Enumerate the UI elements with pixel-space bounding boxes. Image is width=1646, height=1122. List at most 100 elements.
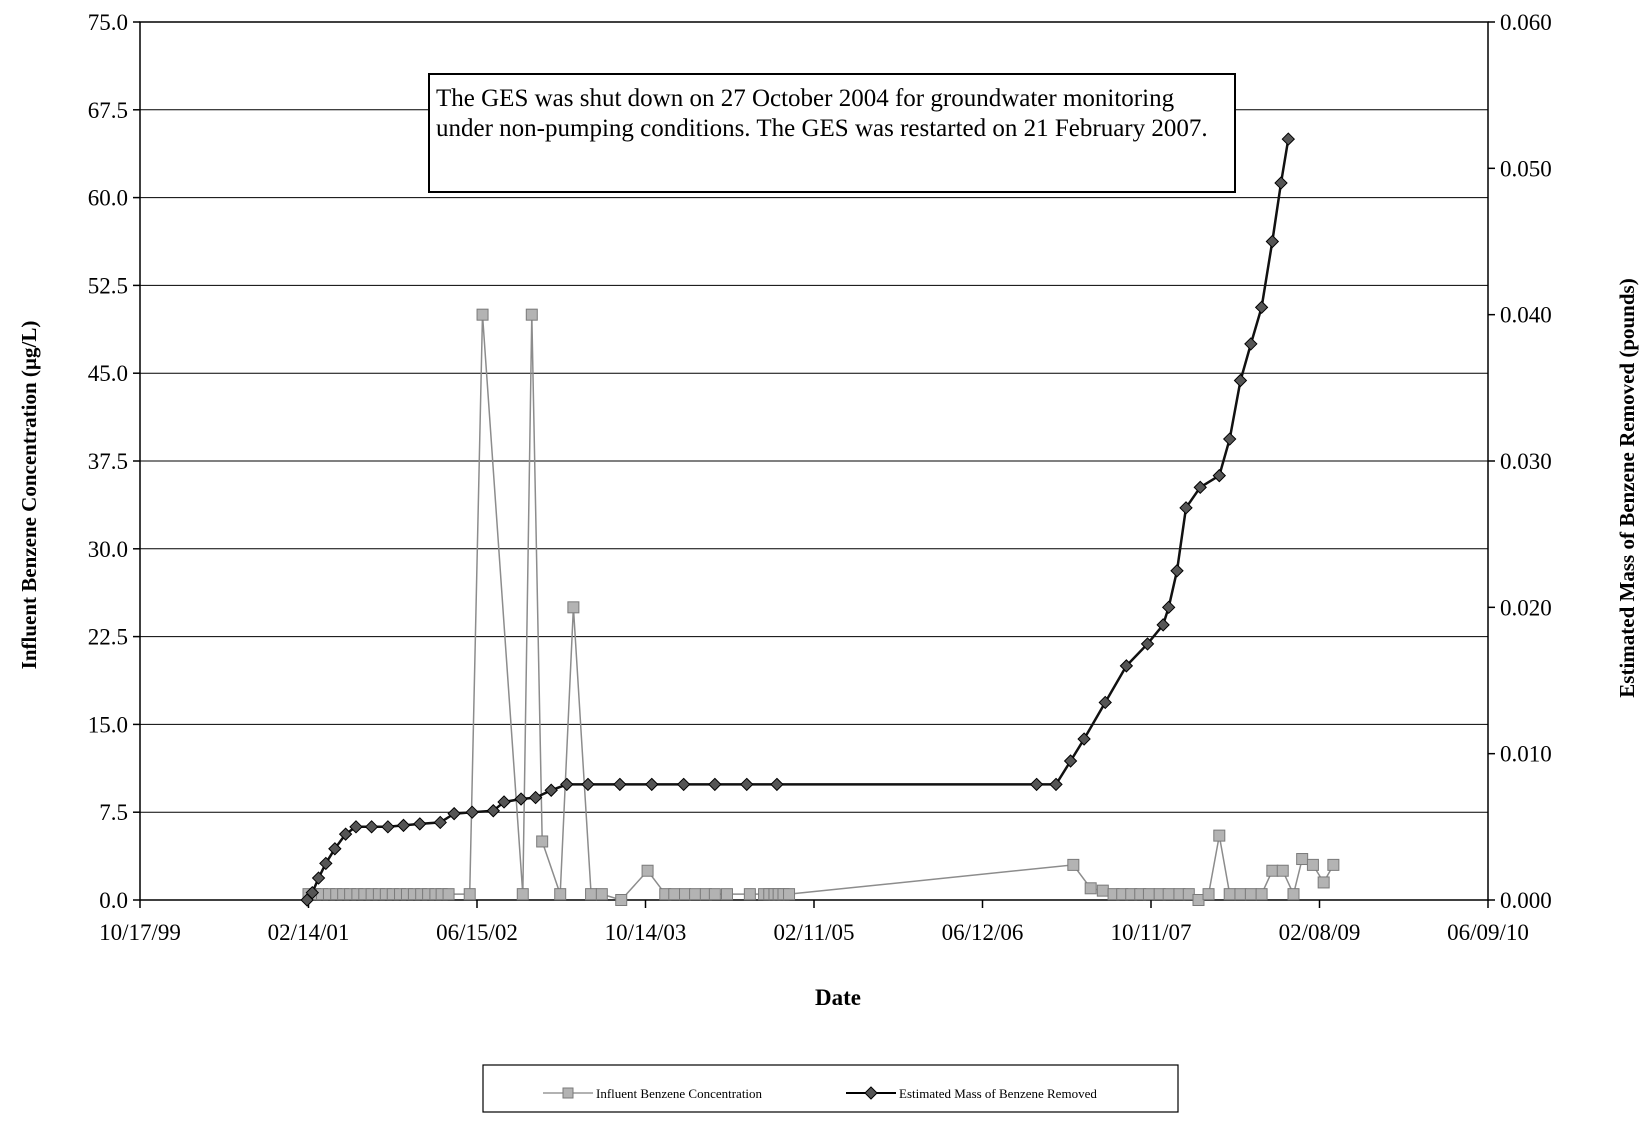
data-point-diamond	[1212, 468, 1227, 483]
axes: 0.0 7.5 15.0 22.5 30.0 37.5 45.0 52.5 60.0 67.5 75…	[88, 10, 1552, 945]
data-point-square	[1142, 888, 1155, 901]
data-point-diamond	[447, 806, 461, 821]
data-point-diamond	[581, 777, 595, 792]
data-point-square	[1317, 876, 1330, 889]
data-point-diamond	[319, 856, 333, 871]
legend-label-mass: Estimated Mass of Benzene Removed	[899, 1086, 1097, 1101]
data-point-square	[1223, 888, 1236, 901]
gridlines	[140, 109, 1488, 813]
data-point-diamond	[349, 820, 363, 834]
x-tick-label: 02/08/09	[1279, 920, 1361, 945]
y-left-tick-label: 0.0	[99, 888, 128, 913]
data-point-diamond	[1222, 432, 1237, 446]
data-point-square	[476, 308, 489, 321]
data-point-square	[536, 835, 549, 848]
legend-diamond-marker	[864, 1086, 878, 1100]
y-left-tick-label: 15.0	[88, 712, 128, 737]
data-point-square	[595, 888, 608, 901]
data-point-square	[567, 601, 580, 614]
data-point-square	[679, 888, 692, 901]
data-point-diamond	[433, 815, 447, 830]
x-tick-label: 10/11/07	[1111, 920, 1192, 945]
series-line	[306, 138, 1290, 901]
y-left-tick-label: 22.5	[88, 625, 128, 650]
data-point-diamond	[1029, 777, 1044, 792]
y-left-tick-label: 45.0	[88, 361, 128, 386]
data-point-diamond	[708, 777, 722, 792]
y-left-tick-label: 60.0	[88, 186, 128, 211]
data-point-diamond	[1233, 373, 1248, 388]
x-tick-label: 06/09/10	[1447, 920, 1529, 945]
data-point-diamond	[770, 777, 784, 792]
data-point-diamond	[305, 885, 320, 900]
y-right-tick-label: 0.040	[1500, 303, 1552, 328]
x-tick-label: 02/14/01	[268, 920, 350, 945]
data-point-diamond	[1193, 480, 1207, 495]
data-point-square	[1327, 858, 1340, 871]
x-tick-label: 06/15/02	[436, 920, 518, 945]
data-point-diamond	[311, 871, 326, 885]
data-point-diamond	[396, 818, 411, 833]
data-point-diamond	[1244, 337, 1258, 351]
data-point-diamond	[364, 820, 379, 834]
data-point-square	[1306, 858, 1319, 871]
legend-item-mass: Estimated Mass of Benzene Removed	[846, 1086, 1097, 1101]
annotation-text: The GES was shut down on 27 October 2004…	[436, 85, 1208, 142]
data-point-diamond	[413, 817, 427, 831]
y-right-tick-label: 0.060	[1500, 10, 1552, 35]
data-point-diamond	[1254, 300, 1269, 315]
y-right-tick-label: 0.000	[1500, 888, 1552, 913]
annotation-box: The GES was shut down on 27 October 2004…	[428, 73, 1236, 193]
data-point-diamond	[676, 777, 691, 792]
y-right-tick-label: 0.030	[1500, 449, 1552, 474]
data-point-diamond	[1179, 501, 1193, 515]
x-tick-label: 10/17/99	[99, 920, 181, 945]
data-point-diamond	[1063, 754, 1078, 768]
data-point-square	[1192, 894, 1205, 906]
y-left-tick-label: 37.5	[88, 449, 128, 474]
data-point-diamond	[1265, 234, 1280, 249]
data-point-square	[720, 888, 733, 901]
data-point-diamond	[1274, 176, 1288, 190]
y-left-tick-label: 75.0	[88, 10, 128, 35]
data-point-diamond	[514, 792, 528, 806]
data-point-square	[668, 888, 681, 901]
data-point-diamond	[1140, 637, 1155, 651]
data-point-diamond	[1161, 600, 1176, 615]
data-point-diamond	[560, 777, 574, 792]
y-left-tick-label: 52.5	[88, 273, 128, 298]
data-point-diamond	[381, 820, 395, 834]
data-point-square	[463, 888, 476, 901]
data-point-square	[516, 888, 529, 901]
data-point-diamond	[1156, 618, 1170, 632]
series-mass-removed	[300, 132, 1296, 907]
data-point-square	[442, 888, 455, 901]
data-point-square	[525, 308, 538, 321]
legend: Influent Benzene Concentration Estimated…	[482, 1064, 1179, 1113]
data-point-square	[1296, 853, 1309, 866]
data-point-square	[1213, 829, 1226, 842]
y-axis-left-label: Influent Benzene Concentration (µg/L)	[17, 321, 41, 670]
data-point-square	[743, 888, 756, 901]
data-point-square	[1276, 864, 1289, 877]
data-point-diamond	[1098, 695, 1112, 710]
data-point-diamond	[1170, 564, 1184, 578]
data-point-diamond	[613, 777, 627, 792]
data-point-square	[1244, 888, 1257, 901]
data-point-square	[615, 894, 628, 906]
data-point-diamond	[497, 795, 511, 809]
data-point-diamond	[1281, 132, 1296, 146]
annotation-line: under non-pumping conditions. The GES wa…	[436, 115, 1208, 142]
y-right-tick-label: 0.010	[1500, 742, 1552, 767]
annotation-line: The GES was shut down on 27 October 2004…	[436, 85, 1175, 112]
data-point-diamond	[328, 842, 342, 856]
data-point-square	[708, 888, 721, 901]
data-point-diamond	[645, 777, 659, 792]
data-point-square	[1234, 888, 1247, 901]
data-point-diamond	[1049, 777, 1063, 792]
data-point-square	[1202, 888, 1215, 901]
data-point-square	[1255, 888, 1268, 901]
data-point-square	[1287, 888, 1300, 901]
